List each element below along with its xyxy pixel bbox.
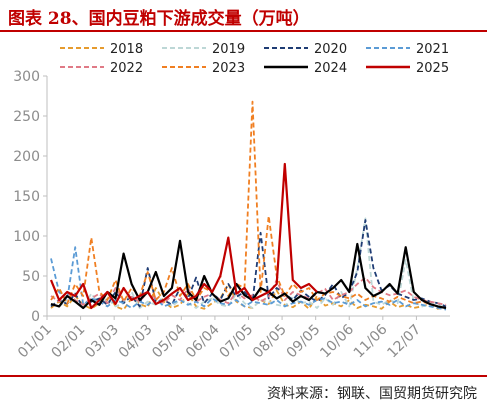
y-tick-label: 200	[13, 149, 40, 165]
chart-title: 图表 28、国内豆粕下游成交量（万吨）	[8, 4, 310, 29]
x-tick-label: 02/01	[49, 322, 89, 362]
y-tick-label: 0	[31, 309, 40, 325]
y-tick-label: 300	[13, 69, 40, 85]
legend-label-2021: 2021	[416, 42, 449, 57]
x-tick-label: 08/05	[250, 322, 290, 362]
legend-label-2025: 2025	[416, 61, 449, 76]
x-tick-label: 06/04	[183, 321, 223, 361]
legend-label-2023: 2023	[212, 61, 245, 76]
x-tick-label: 01/01	[15, 322, 55, 362]
x-tick-label: 03/03	[82, 322, 122, 362]
y-tick-label: 50	[22, 269, 40, 285]
legend-label-2019: 2019	[212, 42, 245, 57]
line-chart: 0 50 100 150 200 250 300 01/0102/0103/0304/0305…	[0, 32, 487, 375]
y-tick-label: 250	[13, 109, 40, 125]
source-note: 资料来源：钢联、国贸期货研究院	[267, 383, 477, 403]
legend-label-2020: 2020	[314, 42, 347, 57]
x-tick-label: 10/06	[317, 321, 357, 361]
legend-label-2018: 2018	[110, 42, 143, 57]
series-line-2025	[51, 164, 317, 308]
x-tick-label: 05/04	[149, 321, 189, 361]
footer-divider	[0, 375, 487, 377]
x-tick-label: 12/07	[384, 322, 424, 362]
legend-label-2024: 2024	[314, 61, 347, 76]
y-tick-label: 100	[13, 229, 40, 245]
x-tick-label: 04/03	[116, 322, 156, 362]
legend-label-2022: 2022	[110, 61, 143, 76]
x-tick-label: 07/05	[216, 322, 256, 362]
x-tick-label: 09/05	[284, 322, 324, 362]
x-tick-label: 11/06	[351, 321, 391, 361]
y-tick-label: 150	[13, 189, 40, 205]
series-line-2023	[51, 102, 446, 308]
